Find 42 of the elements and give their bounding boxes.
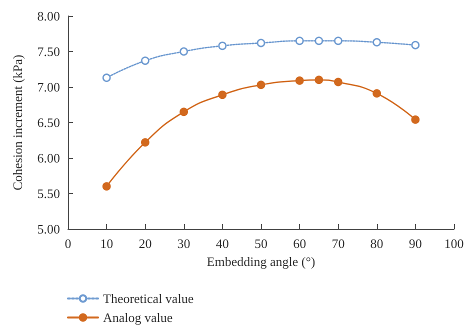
x-tick-label: 40 [216, 236, 229, 251]
point [372, 89, 381, 98]
point [180, 108, 188, 116]
x-tick-label: 20 [138, 236, 152, 251]
y-axis-title: Cohesion increment (kPa) [10, 54, 25, 190]
point [411, 40, 420, 50]
point [314, 76, 324, 84]
x-tick-label: 0 [64, 236, 72, 251]
x-tick-label: 90 [408, 236, 422, 251]
x-axis-title: Embedding angle (°) [206, 254, 316, 269]
point [218, 90, 227, 100]
point [295, 76, 304, 85]
y-tick-label: 5.50 [37, 186, 60, 201]
x-tick-label: 100 [444, 236, 464, 251]
point [334, 78, 342, 86]
point [372, 38, 381, 46]
x-tick-label: 30 [177, 236, 190, 251]
x-tick-label: 50 [254, 236, 268, 251]
y-tick-label: 8.00 [37, 8, 60, 24]
x-tick-label: 60 [293, 236, 306, 251]
point [334, 36, 342, 46]
legend-label: Analog value [103, 310, 173, 325]
legend-label: Theoretical value [103, 291, 194, 306]
point [102, 182, 111, 191]
point [141, 138, 150, 147]
x-tick-label: 70 [332, 236, 345, 251]
point [141, 56, 150, 65]
y-tick-label: 7.50 [37, 44, 60, 59]
y-tick-label: 7.00 [37, 80, 60, 94]
point [102, 74, 111, 82]
point [295, 36, 304, 46]
point [256, 80, 266, 90]
y-tick-label: 5.00 [37, 222, 60, 236]
point [180, 47, 188, 56]
point [411, 115, 420, 124]
y-tick-label: 6.50 [37, 115, 60, 130]
point [256, 38, 266, 48]
x-tick-label: 80 [370, 236, 384, 251]
y-tick-label: 6.00 [37, 150, 60, 166]
x-tick-label: 10 [100, 236, 114, 251]
point [314, 36, 324, 46]
point [218, 42, 227, 50]
